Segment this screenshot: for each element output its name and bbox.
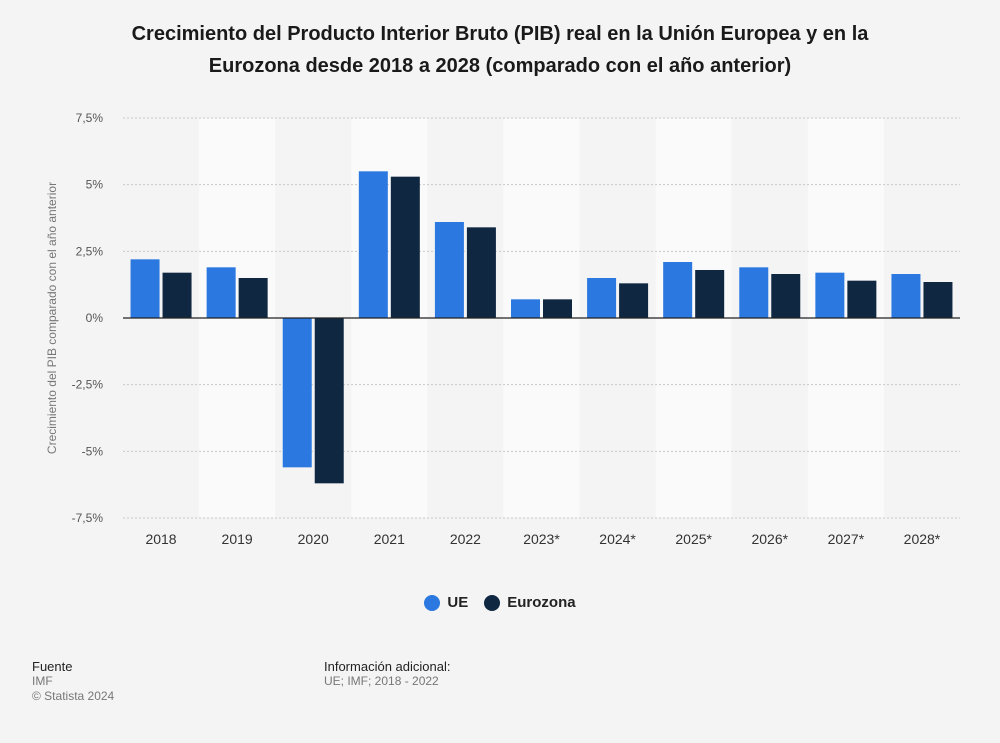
bar-eurozona [619,283,649,318]
bar-ue [130,259,160,318]
bar-eurozona [314,318,344,484]
y-axis-label: Crecimiento del PIB comparado con el año… [45,182,59,454]
bar-eurozona [847,280,877,318]
bar-eurozona [923,282,953,318]
legend-marker-ue [424,594,441,611]
y-tick-label: -2,5% [72,378,104,392]
bar-eurozona [543,299,572,318]
x-tick-label: 2025* [675,531,712,547]
bar-ue [206,267,236,318]
chart-title-line-2: Eurozona desde 2018 a 2028 (comparado co… [208,55,792,77]
additional-info-block: Información adicional: UE; IMF; 2018 - 2… [324,659,450,689]
legend-label-eurozona: Eurozona [507,594,576,611]
y-tick-label: 0% [86,311,104,325]
bar-ue [815,272,845,318]
x-tick-label: 2020 [298,531,329,547]
bar-ue [434,222,464,318]
additional-info-text: UE; IMF; 2018 - 2022 [324,674,439,688]
source-block: Fuente IMF © Statista 2024 [32,659,114,704]
chart-title: Crecimiento del Producto Interior Bruto … [60,18,940,82]
x-tick-label: 2026* [751,531,788,547]
bar-ue [891,274,921,318]
x-tick-label: 2022 [450,531,481,547]
y-tick-label: 7,5% [76,111,104,125]
bar-ue [663,262,693,318]
bar-eurozona [238,278,268,318]
bar-ue [587,278,617,318]
x-tick-label: 2024* [599,531,636,547]
y-tick-label: -5% [82,444,104,458]
x-tick-label: 2021 [374,531,405,547]
bar-eurozona [771,274,801,318]
y-tick-label: 2,5% [76,244,104,258]
x-tick-label: 2028* [904,531,941,547]
bar-eurozona [162,272,192,318]
y-tick-label: 5% [86,178,104,192]
x-tick-label: 2023* [523,531,560,547]
chart-legend: UE Eurozona [0,594,1000,611]
legend-item-eurozona[interactable]: Eurozona [484,594,576,611]
additional-info-heading: Información adicional: [324,659,451,674]
legend-marker-eurozona [484,594,501,611]
bar-chart: 7,5% 5% 2,5% 0% -2,5% -5% -7,5% Crecimiento del… [45,111,960,547]
x-tick-label: 2019 [222,531,253,547]
bar-ue [358,171,388,318]
bar-ue [282,318,312,468]
chart-title-line-1: Crecimiento del Producto Interior Bruto … [131,23,869,45]
legend-label-ue: UE [447,594,469,611]
copyright: © Statista 2024 [32,689,115,703]
source-name[interactable]: IMF [32,674,53,688]
x-tick-label: 2018 [145,531,176,547]
bar-eurozona [695,270,725,318]
bar-ue [511,299,540,318]
y-tick-label: -7,5% [72,511,104,525]
bar-ue [739,267,769,318]
x-tick-label: 2027* [828,531,865,547]
bar-eurozona [466,227,496,318]
bar-eurozona [390,176,420,318]
legend-item-ue[interactable]: UE [424,594,468,611]
source-heading: Fuente [32,659,73,674]
